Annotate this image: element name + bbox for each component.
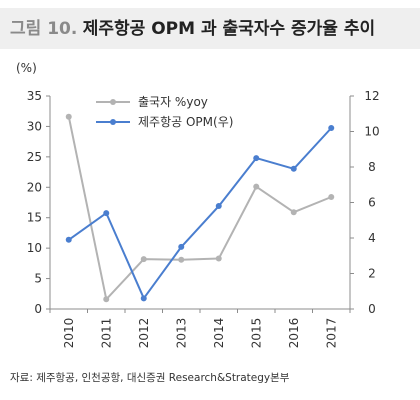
x-axis-ticks: 2010 2011 2012 2013 2014 2015 2016 2017 bbox=[49, 309, 351, 349]
x-tick-label: 2017 bbox=[324, 318, 338, 349]
data-point bbox=[290, 165, 297, 172]
right-tick-label: 6 bbox=[368, 196, 376, 210]
left-tick-label: 30 bbox=[27, 119, 42, 133]
data-point bbox=[103, 296, 110, 303]
x-tick-label: 2013 bbox=[174, 318, 188, 349]
right-tick-label: 8 bbox=[368, 160, 376, 174]
series-line bbox=[67, 116, 332, 301]
x-tick-label: 2010 bbox=[62, 318, 76, 349]
legend-label: 출국자 %yoy bbox=[138, 95, 208, 109]
left-axis-unit: (%) bbox=[16, 61, 37, 75]
x-tick-label: 2015 bbox=[249, 318, 263, 349]
data-point bbox=[328, 194, 335, 201]
right-tick-label: 4 bbox=[368, 231, 376, 245]
data-point bbox=[215, 203, 222, 210]
left-axis-ticks: 0 5 10 15 20 25 30 35 bbox=[27, 89, 50, 316]
data-point bbox=[178, 243, 185, 250]
source-note: 자료: 제주항공, 인천공항, 대신증권 Research&Strategy본부 bbox=[10, 372, 290, 384]
data-point bbox=[178, 256, 185, 263]
data-point bbox=[65, 236, 72, 243]
chart-legend: 출국자 %yoy 제주항공 OPM(우) bbox=[96, 95, 233, 129]
left-tick-label: 25 bbox=[27, 150, 42, 164]
data-point bbox=[140, 295, 147, 302]
x-tick-label: 2012 bbox=[137, 318, 151, 349]
legend-label: 제주항공 OPM(우) bbox=[138, 115, 233, 129]
chart-title: 제주항공 OPM 과 출국자수 증가율 추이 bbox=[82, 19, 376, 39]
data-point bbox=[215, 255, 222, 262]
figure-label: 그림 10. bbox=[10, 19, 78, 39]
data-point bbox=[140, 256, 147, 263]
left-tick-label: 35 bbox=[27, 89, 42, 103]
data-point bbox=[253, 155, 260, 162]
series-1 bbox=[65, 113, 335, 303]
left-tick-label: 5 bbox=[34, 272, 42, 286]
chart-area: (%) 0 5 10 15 20 25 30 35 0 2 4 6 8 10 12 2010 2011 201… bbox=[0, 50, 420, 350]
right-tick-label: 2 bbox=[368, 267, 376, 281]
left-tick-label: 20 bbox=[27, 180, 42, 194]
data-point bbox=[65, 113, 72, 120]
x-tick-label: 2014 bbox=[212, 318, 226, 349]
data-point bbox=[103, 210, 110, 217]
series-layer bbox=[65, 113, 335, 303]
x-tick-label: 2011 bbox=[99, 318, 113, 349]
left-tick-label: 15 bbox=[27, 211, 42, 225]
right-tick-label: 0 bbox=[368, 302, 376, 316]
title-band bbox=[0, 8, 420, 49]
data-point bbox=[290, 209, 297, 216]
right-tick-label: 10 bbox=[364, 125, 379, 139]
series-line bbox=[68, 127, 333, 300]
data-point bbox=[253, 183, 260, 190]
data-point bbox=[328, 124, 335, 131]
series-2 bbox=[65, 124, 335, 302]
left-tick-label: 0 bbox=[34, 302, 42, 316]
x-tick-label: 2016 bbox=[287, 318, 301, 349]
right-axis-ticks: 0 2 4 6 8 10 12 bbox=[350, 89, 380, 316]
left-tick-label: 10 bbox=[27, 241, 42, 255]
legend-swatch-marker bbox=[110, 119, 116, 125]
right-tick-label: 12 bbox=[364, 89, 379, 103]
figure-title: 그림 10. 제주항공 OPM 과 출국자수 증가율 추이 bbox=[10, 19, 375, 39]
legend-swatch-marker bbox=[110, 99, 116, 105]
